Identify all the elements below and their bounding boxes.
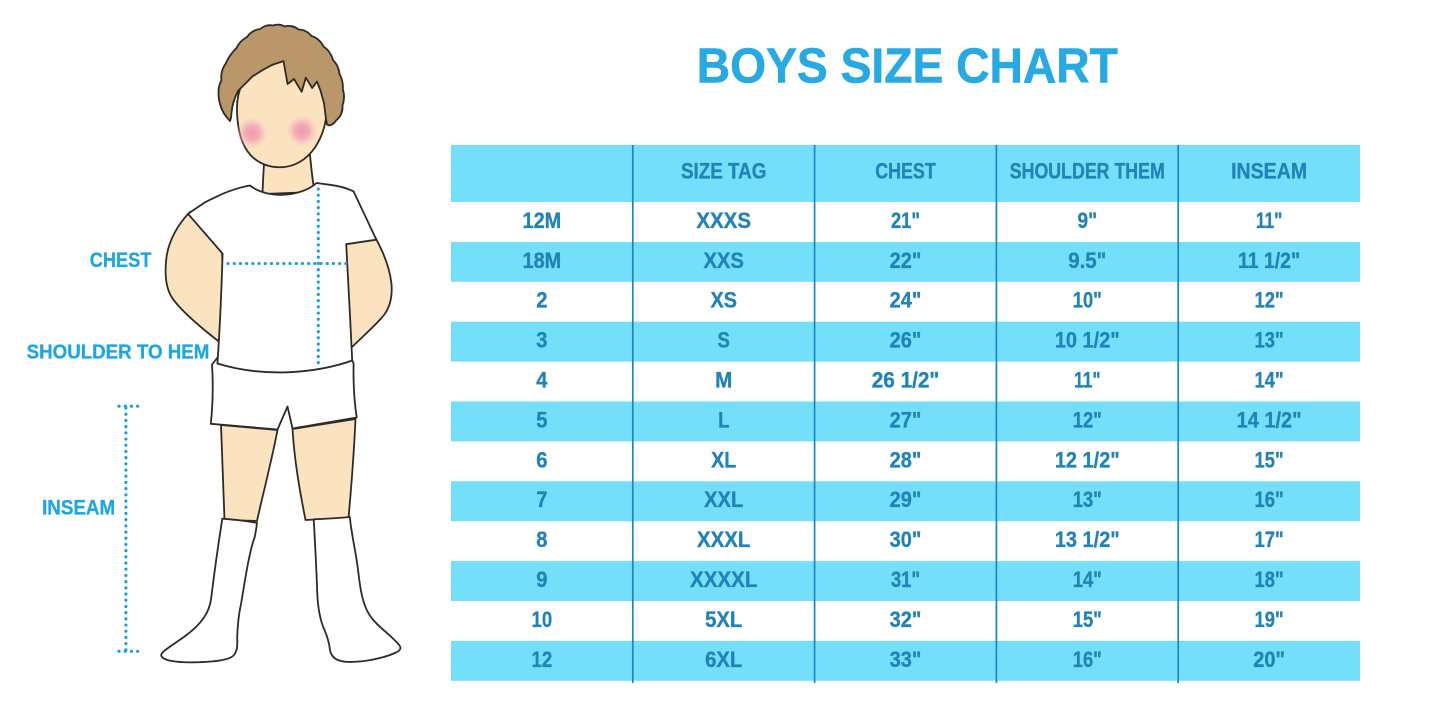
svg-text:18M: 18M	[523, 248, 562, 273]
svg-text:33": 33"	[890, 647, 922, 672]
svg-text:4: 4	[536, 368, 548, 393]
svg-text:14": 14"	[1073, 567, 1102, 592]
svg-text:16": 16"	[1255, 487, 1284, 512]
svg-text:2: 2	[536, 288, 547, 313]
svg-text:INSEAM: INSEAM	[1231, 158, 1307, 183]
svg-text:9": 9"	[1078, 208, 1098, 233]
svg-text:12: 12	[532, 647, 553, 672]
svg-text:XS: XS	[711, 288, 737, 313]
svg-text:26 1/2": 26 1/2"	[872, 368, 940, 393]
svg-text:7: 7	[536, 487, 547, 512]
svg-text:11": 11"	[1074, 368, 1101, 393]
svg-text:12 1/2": 12 1/2"	[1055, 447, 1120, 472]
svg-text:5: 5	[536, 407, 547, 432]
svg-text:18": 18"	[1255, 567, 1284, 592]
svg-text:INSEAM: INSEAM	[42, 497, 115, 520]
svg-text:10 1/2": 10 1/2"	[1055, 328, 1120, 353]
svg-text:11": 11"	[1256, 208, 1283, 233]
svg-text:14 1/2": 14 1/2"	[1237, 407, 1302, 432]
svg-text:XXL: XXL	[704, 487, 743, 512]
svg-text:XL: XL	[711, 447, 736, 472]
svg-text:12M: 12M	[523, 208, 562, 233]
svg-text:SHOULDER THEM: SHOULDER THEM	[1010, 158, 1165, 183]
svg-text:SHOULDER TO HEM: SHOULDER TO HEM	[27, 341, 210, 363]
svg-text:M: M	[715, 368, 732, 393]
svg-text:8: 8	[536, 527, 547, 552]
svg-text:3: 3	[536, 328, 547, 353]
svg-text:29": 29"	[890, 487, 922, 512]
svg-text:6: 6	[536, 447, 547, 472]
svg-text:L: L	[718, 407, 729, 432]
svg-text:SIZE TAG: SIZE TAG	[681, 158, 767, 183]
svg-text:CHEST: CHEST	[90, 249, 152, 272]
svg-text:12": 12"	[1255, 288, 1284, 313]
svg-text:21": 21"	[891, 208, 920, 233]
svg-text:11 1/2": 11 1/2"	[1238, 248, 1300, 273]
svg-text:6XL: 6XL	[705, 647, 742, 672]
svg-text:9: 9	[536, 567, 547, 592]
svg-text:28": 28"	[890, 447, 922, 472]
svg-text:13": 13"	[1255, 328, 1284, 353]
svg-text:13": 13"	[1073, 487, 1102, 512]
svg-text:20": 20"	[1253, 647, 1285, 672]
svg-text:BOYS SIZE CHART: BOYS SIZE CHART	[697, 38, 1118, 93]
svg-text:XXXS: XXXS	[696, 208, 751, 233]
svg-text:31": 31"	[891, 567, 920, 592]
svg-text:24": 24"	[890, 288, 922, 313]
svg-text:XXXL: XXXL	[697, 527, 750, 552]
svg-text:XXXXL: XXXXL	[690, 567, 757, 592]
svg-text:22": 22"	[890, 248, 922, 273]
svg-text:CHEST: CHEST	[875, 158, 936, 183]
svg-text:10": 10"	[1073, 288, 1102, 313]
svg-text:16": 16"	[1073, 647, 1102, 672]
svg-text:5XL: 5XL	[705, 607, 742, 632]
svg-text:15": 15"	[1255, 447, 1284, 472]
svg-text:15": 15"	[1073, 607, 1102, 632]
svg-text:27": 27"	[890, 407, 922, 432]
svg-text:S: S	[718, 328, 730, 353]
svg-text:10: 10	[532, 607, 553, 632]
svg-text:19": 19"	[1255, 607, 1284, 632]
svg-text:32": 32"	[890, 607, 922, 632]
svg-text:14": 14"	[1255, 368, 1284, 393]
svg-text:13 1/2": 13 1/2"	[1055, 527, 1120, 552]
svg-text:XXS: XXS	[703, 248, 744, 273]
svg-text:9.5": 9.5"	[1068, 248, 1106, 273]
svg-text:12": 12"	[1073, 407, 1102, 432]
svg-text:17": 17"	[1255, 527, 1284, 552]
svg-text:30": 30"	[890, 527, 922, 552]
svg-text:26": 26"	[890, 328, 922, 353]
